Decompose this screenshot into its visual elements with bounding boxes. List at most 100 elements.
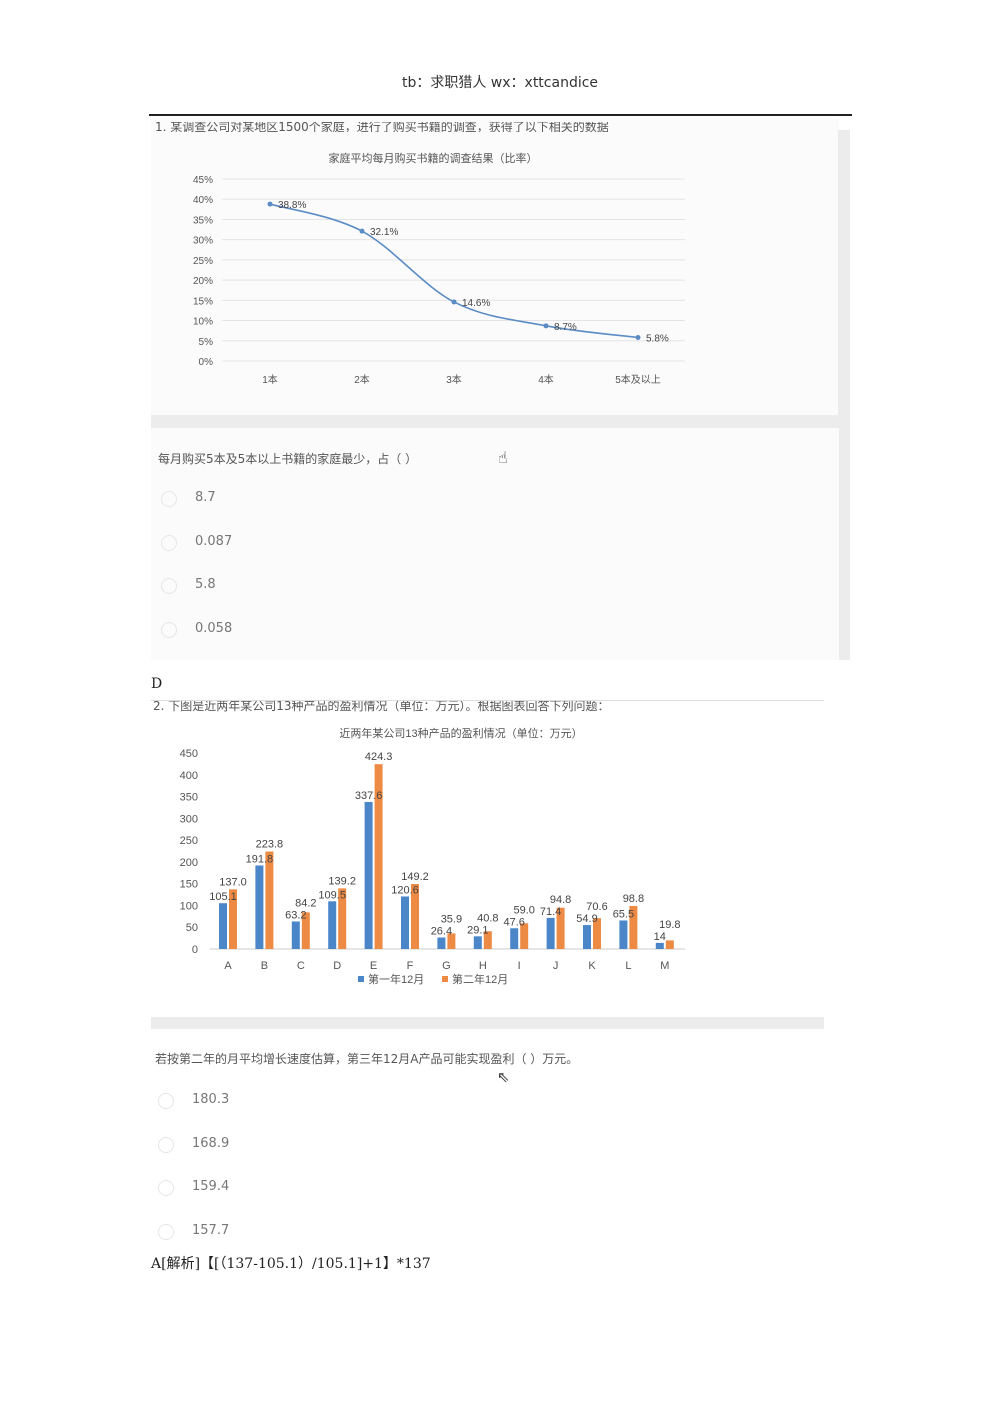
x-tick-label: F xyxy=(407,960,414,972)
x-tick-label: A xyxy=(224,960,232,972)
legend-swatch xyxy=(442,976,448,982)
data-label: 14.6% xyxy=(462,298,490,309)
x-tick-label: 5本及以上 xyxy=(615,373,661,386)
y-tick-label: 25% xyxy=(193,256,213,267)
option-label[interactable]: 159.4 xyxy=(192,1179,230,1194)
x-tick-label: E xyxy=(370,960,377,972)
bar-second-year xyxy=(301,912,310,949)
data-point xyxy=(543,323,549,329)
x-tick-label: M xyxy=(660,960,669,972)
data-point xyxy=(267,201,273,207)
x-tick-label: I xyxy=(518,960,521,972)
bar-first-year xyxy=(291,921,300,949)
data-label: 5.8% xyxy=(646,334,669,345)
bar-second-year xyxy=(338,888,347,949)
bar-first-year xyxy=(619,920,628,949)
section-divider-2 xyxy=(151,1017,824,1029)
chart-title: 近两年某公司13种产品的盈利情况（单位：万元） xyxy=(339,726,582,740)
data-label: 71.4 xyxy=(540,906,561,918)
x-tick-label: K xyxy=(588,960,596,972)
page-header: tb：求职猎人 wx：xttcandice xyxy=(401,75,599,91)
data-label: 84.2 xyxy=(295,897,316,909)
data-label: 47.6 xyxy=(503,916,524,928)
data-label: 109.5 xyxy=(318,889,346,901)
bar-first-year xyxy=(328,901,337,949)
data-point xyxy=(451,299,457,305)
arrow-cursor-icon: ⇖ xyxy=(497,1068,510,1086)
hand-cursor-icon: ☝ xyxy=(498,448,508,467)
x-tick-label: D xyxy=(333,960,341,972)
bar-second-year xyxy=(265,851,274,949)
data-label: 191.8 xyxy=(246,853,274,865)
bar-second-year xyxy=(483,931,492,949)
bar-second-year xyxy=(665,940,674,949)
bar-first-year xyxy=(219,903,227,949)
q2-answer: A[解析]【[（137-105.1）/105.1]+1】*137 xyxy=(151,1256,431,1272)
y-tick-label: 150 xyxy=(180,879,198,891)
option-radio[interactable] xyxy=(161,621,177,638)
y-tick-label: 20% xyxy=(193,276,213,287)
option-label[interactable]: 157.7 xyxy=(192,1222,230,1238)
option-label[interactable]: 5.8 xyxy=(195,577,216,592)
data-label: 223.8 xyxy=(256,839,284,851)
bar-first-year xyxy=(655,942,664,949)
y-tick-label: 200 xyxy=(180,857,198,869)
bar-first-year xyxy=(546,917,555,949)
q2-intro: 2. 下图是近两年某公司13种产品的盈利情况（单位：万元）。根据图表回答下列问题… xyxy=(153,701,610,712)
bar-first-year xyxy=(473,936,482,949)
option-label[interactable]: 168.9 xyxy=(192,1135,230,1151)
y-tick-label: 100 xyxy=(180,900,198,912)
bar-second-year xyxy=(374,764,383,949)
data-label: 70.6 xyxy=(586,901,607,913)
x-tick-label: 3本 xyxy=(446,373,462,386)
x-tick-label: H xyxy=(479,960,487,972)
header-divider xyxy=(149,114,852,116)
option-label[interactable]: 0.087 xyxy=(195,533,233,549)
chart-title: 家庭平均每月购买书籍的调查结果（比率） xyxy=(329,151,538,165)
option-label[interactable]: 180.3 xyxy=(192,1092,230,1107)
option-radio[interactable] xyxy=(161,491,177,507)
x-tick-label: L xyxy=(625,960,631,972)
y-tick-label: 5% xyxy=(199,337,214,348)
y-tick-label: 350 xyxy=(180,792,198,804)
q1-intro: 1. 某调查公司对某地区1500个家庭，进行了购买书籍的调查，获得了以下相关的数… xyxy=(155,122,609,132)
x-tick-label: 1本 xyxy=(262,373,278,386)
bar-first-year xyxy=(510,928,519,949)
bar-second-year xyxy=(229,889,237,949)
q1-answer: D xyxy=(151,676,163,692)
option-radio[interactable] xyxy=(158,1180,174,1196)
option-radio[interactable] xyxy=(158,1093,174,1109)
data-label: 63.2 xyxy=(285,909,306,921)
option-label[interactable]: 8.7 xyxy=(195,490,216,505)
data-point xyxy=(635,335,641,341)
x-tick-label: B xyxy=(261,960,268,972)
option-radio[interactable] xyxy=(161,534,177,551)
q1-chart-panel xyxy=(151,118,839,415)
y-tick-label: 250 xyxy=(180,835,198,847)
option-radio[interactable] xyxy=(158,1136,174,1153)
bar-second-year xyxy=(411,884,419,949)
section-divider xyxy=(151,415,839,428)
data-label: 120.6 xyxy=(391,884,419,896)
data-label: 19.8 xyxy=(659,919,680,931)
x-tick-label: C xyxy=(297,960,305,972)
y-tick-label: 30% xyxy=(193,236,213,247)
data-label: 54.9 xyxy=(576,913,597,925)
legend-swatch xyxy=(358,976,364,982)
x-tick-label: 2本 xyxy=(354,373,370,386)
option-label[interactable]: 0.058 xyxy=(195,620,233,636)
y-tick-label: 50 xyxy=(186,922,198,934)
bar-first-year xyxy=(364,801,373,949)
option-radio[interactable] xyxy=(158,1223,174,1240)
bar-first-year xyxy=(437,937,446,949)
y-tick-label: 450 xyxy=(180,748,198,760)
y-tick-label: 35% xyxy=(193,215,213,226)
scroll-strip xyxy=(838,130,850,660)
data-label: 35.9 xyxy=(441,914,462,926)
option-radio[interactable] xyxy=(161,578,177,594)
data-label: 8.7% xyxy=(554,322,577,333)
data-label: 65.5 xyxy=(613,908,634,920)
data-label: 26.4 xyxy=(431,926,452,938)
q1-question: 每月购买5本及5本以上书籍的家庭最少，占（ ） xyxy=(158,452,418,466)
